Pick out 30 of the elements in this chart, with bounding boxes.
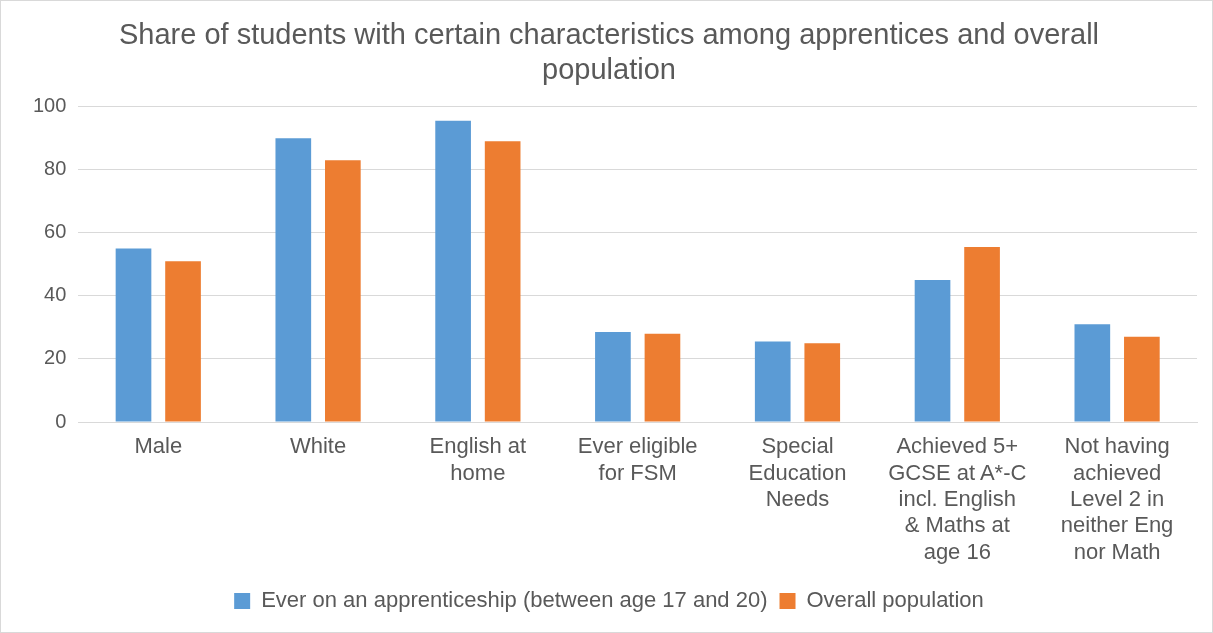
bar: [165, 261, 201, 422]
y-tick-label: 20: [44, 346, 67, 369]
bar: [435, 120, 471, 422]
bar: [964, 246, 1000, 422]
bar: [914, 280, 951, 422]
bar: [754, 341, 791, 422]
x-tick-label: Ever eligible for FSM: [577, 433, 698, 485]
bar: [275, 138, 312, 422]
bar: [595, 332, 631, 422]
bar: [804, 343, 841, 422]
legend-label: Ever on an apprenticeship (between age 17 and 20): [261, 587, 768, 613]
legend-label: Overall population: [806, 587, 984, 613]
x-tick-label: Not having achieved Level 2 in neither Eng nor Math: [1060, 433, 1174, 564]
y-tick-label: 80: [44, 157, 67, 180]
x-tick-label: Achieved 5+ GCSE at A*-C incl. English & Maths at age 16: [888, 433, 1027, 564]
chart-title: Share of students with certain characteristics among apprentices and overall population: [118, 18, 1100, 86]
x-tick-label: White: [289, 433, 347, 459]
bar: [1074, 324, 1111, 422]
bar: [644, 333, 681, 422]
y-tick-label: 100: [32, 94, 67, 117]
y-tick-label: 60: [44, 220, 67, 243]
bar: [484, 141, 521, 422]
bar: [115, 248, 152, 422]
x-tick-label: Special Education Needs: [748, 433, 847, 512]
x-tick-label: English at home: [429, 433, 527, 485]
y-tick-label: 40: [44, 283, 67, 306]
bar: [325, 160, 361, 422]
x-tick-label: Male: [134, 433, 183, 459]
y-tick-label: 0: [55, 409, 67, 432]
bar: [1124, 336, 1160, 422]
